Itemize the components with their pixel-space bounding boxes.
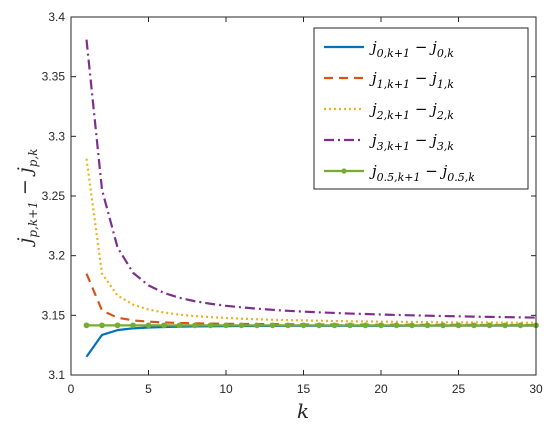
series-point <box>455 322 462 329</box>
series-point <box>192 322 198 329</box>
x-tick-label: 0 <box>68 382 75 396</box>
series-point <box>176 322 183 329</box>
series-point <box>316 322 322 329</box>
x-tick-label: 15 <box>297 382 311 396</box>
series-point <box>502 322 508 329</box>
x-axis-title: k <box>297 399 309 423</box>
x-tick-label: 5 <box>145 382 152 396</box>
series-layer <box>83 39 539 358</box>
y-tick-label: 3.2 <box>48 249 65 263</box>
series-point <box>486 322 493 329</box>
legend-label: j0,k+1 − j0,k <box>369 38 454 60</box>
series-point <box>409 322 415 329</box>
y-tick-label: 3.15 <box>42 308 66 322</box>
series-point <box>471 322 477 329</box>
legend-marker <box>341 168 347 174</box>
x-tick-label: 30 <box>529 382 543 396</box>
series-point <box>285 322 291 329</box>
legend-label: j1,k+1 − j1,k <box>369 69 454 91</box>
x-tick-label: 10 <box>219 382 233 396</box>
series-point <box>300 322 307 329</box>
series-point <box>378 322 384 329</box>
legend-label: j3,k+1 − j3,k <box>369 131 454 153</box>
series-point <box>393 322 400 329</box>
y-tick-label: 3.1 <box>48 368 65 382</box>
series-point <box>114 322 121 329</box>
x-tick-label: 25 <box>452 382 466 396</box>
series-point <box>347 322 353 329</box>
legend-label: j2,k+1 − j2,k <box>369 100 454 122</box>
y-tick-label: 3.4 <box>48 10 65 24</box>
series-point <box>207 322 214 329</box>
legend-label: j0.5,k+1 − j0.5,k <box>369 162 475 184</box>
ticks-layer: 0 5 10 15 20 25 30 3.1 3.15 3.2 3.25 3.3 3.35 3.4 <box>42 10 543 396</box>
series-point <box>254 322 260 329</box>
series-point <box>161 322 167 329</box>
y-tick-label: 3.35 <box>42 70 66 84</box>
series-point <box>424 322 431 329</box>
series-point <box>517 322 524 329</box>
series-point <box>331 322 338 329</box>
series-point <box>99 322 105 329</box>
series-point <box>145 322 152 329</box>
series-line-2 <box>85 158 536 324</box>
series-point <box>269 322 276 329</box>
legend: j0,k+1 − j0,k j1,k+1 − j1,k j2,k+1 − j2,k j… <box>313 27 529 190</box>
series-point <box>223 322 229 329</box>
series-point <box>83 322 90 329</box>
series-line-3 <box>85 39 537 319</box>
series-point <box>130 322 136 329</box>
y-tick-label: 3.25 <box>42 189 66 203</box>
series-point <box>238 322 245 329</box>
series-point <box>440 322 446 329</box>
series-point <box>362 322 369 329</box>
x-tick-label: 20 <box>374 382 388 396</box>
y-tick-label: 3.3 <box>48 129 65 143</box>
